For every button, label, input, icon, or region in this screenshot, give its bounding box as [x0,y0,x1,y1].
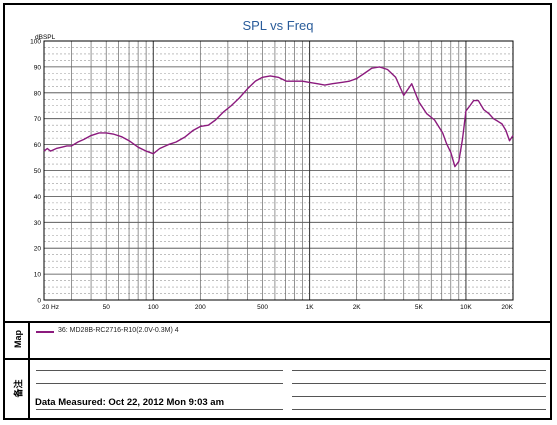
y-tick-label: 100 [30,39,41,46]
date-measured: Data Measured: Oct 22, 2012 Mon 9:03 am [35,397,225,408]
y-tick-label: 30 [34,220,42,227]
notes-tab-label: 备注 [13,379,24,398]
grid [44,41,513,300]
y-tick-label: 10 [34,272,42,279]
x-tick-label: 100 [148,304,159,311]
x-tick-label: 50 [103,304,111,311]
side-column-divider [28,322,30,418]
legend-entry: 36: MD28B-RC2716-R10(2.0V-0.3M) 4 [58,327,179,334]
x-tick-label: 1K [306,304,315,311]
x-tick-label: 5K [415,304,424,311]
x-tick-label: 10K [460,304,472,311]
panel-divider-mid [5,358,550,360]
x-tick-label: 200 [195,304,206,311]
map-tab-label: Map [13,330,23,348]
x-tick-label: 20K [501,304,513,311]
y-tick-label: 50 [34,168,42,175]
x-tick-label: 20 Hz [42,304,59,311]
series-line [43,66,514,168]
series-layer [43,66,514,168]
x-tick-label: 500 [257,304,268,311]
report-sheet [3,3,552,420]
chart-title: SPL vs Freq [242,18,313,33]
y-ticks: 0 10 20 30 40 50 60 70 80 90 100 [30,39,41,305]
x-ticks: 20 Hz 50 100 200 500 1K 2K 5K 10K 20K [42,304,514,311]
y-tick-label: 0 [37,298,41,305]
panel-divider-top [5,321,550,323]
y-tick-label: 70 [34,116,42,123]
y-tick-label: 20 [34,246,42,253]
y-axis-label: dBSPL [35,34,56,41]
legend-swatch [36,331,54,333]
plot-frame [43,40,514,301]
y-tick-label: 90 [34,64,42,71]
x-tick-label: 2K [353,304,362,311]
y-tick-label: 80 [34,90,42,97]
y-tick-label: 40 [34,194,42,201]
y-tick-label: 60 [34,142,42,149]
